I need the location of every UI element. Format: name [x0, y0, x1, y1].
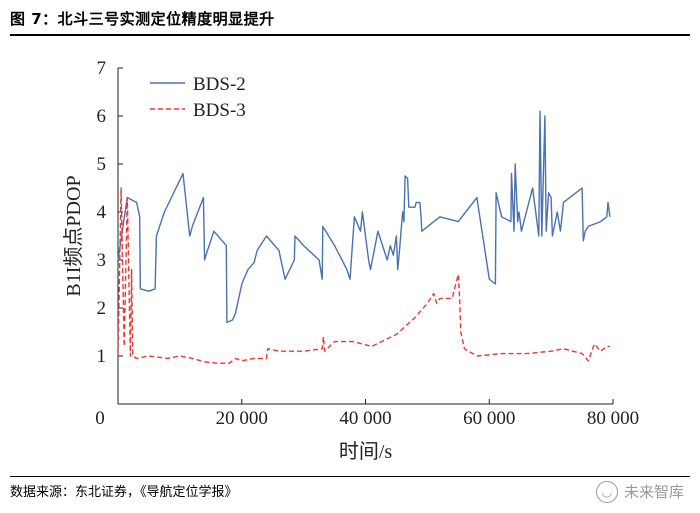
y-tick-label: 3	[97, 250, 107, 271]
legend-label: BDS-3	[193, 100, 246, 121]
legend-label: BDS-2	[193, 74, 246, 95]
x-axis-title: 时间/s	[339, 440, 393, 463]
x-tick-label: 40 000	[339, 408, 391, 429]
y-tick-label: 6	[97, 106, 107, 127]
y-tick-label: 7	[97, 58, 107, 79]
y-axis-title: B1I频点PDOP	[62, 175, 85, 296]
y-tick-label: 2	[97, 298, 107, 319]
x-tick-label: 20 000	[216, 408, 268, 429]
x-tick-label: 0	[95, 408, 105, 429]
series-line-bds-2	[117, 110, 611, 324]
chart-container: 1 2 3 4 5 6 7 0 20 000 40 000 60 000 80 000 时间/s B1I频…	[0, 36, 700, 472]
source-rule	[10, 476, 690, 477]
x-tick-label: 80 000	[587, 408, 639, 429]
y-tick-label: 4	[97, 202, 107, 223]
watermark: ◡ 未来智库	[595, 480, 684, 504]
caption-rule	[10, 34, 690, 36]
y-tick-label: 5	[97, 154, 107, 175]
figure-caption: 图 7：北斗三号实测定位精度明显提升	[10, 10, 275, 28]
watermark-text: 未来智库	[623, 483, 684, 501]
x-tick-label: 60 000	[463, 408, 515, 429]
wechat-icon: ◡	[595, 481, 618, 503]
pdop-line-chart: 1 2 3 4 5 6 7 0 20 000 40 000 60 000 80 000 时间/s B1I频…	[62, 58, 639, 463]
y-tick-label: 1	[97, 346, 107, 367]
source-note: 数据来源：东北证券，《导航定位学报》	[10, 485, 238, 500]
series-line-bds-3	[117, 187, 610, 364]
